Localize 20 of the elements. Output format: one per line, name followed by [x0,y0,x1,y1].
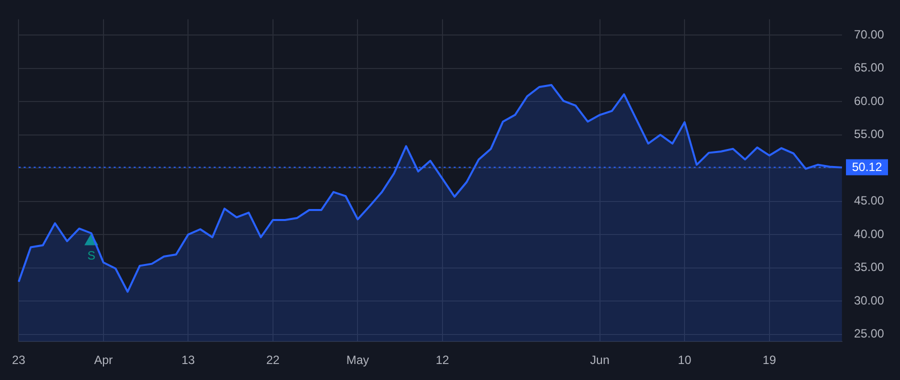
x-tick-label: 12 [436,353,450,368]
x-tick-label: May [346,353,370,368]
y-tick-label: 65.00 [854,60,884,75]
x-tick-label: Apr [94,353,113,368]
x-tick-label: 23 [12,353,26,368]
y-tick-label: 30.00 [854,293,884,308]
y-tick-label: 35.00 [854,260,884,274]
y-tick-label: 70.00 [854,27,884,42]
x-tick-label: 10 [678,353,692,368]
y-tick-label: 25.00 [854,326,884,341]
x-tick-label: 22 [266,353,280,368]
x-tick-label: 19 [762,353,776,368]
ref-line-label: 50.12 [852,160,882,174]
y-tick-label: 55.00 [854,127,884,142]
x-tick-label: Jun [590,353,610,368]
y-tick-label: 40.00 [854,226,884,241]
x-tick-label: 13 [181,353,196,368]
y-tick-label: 45.00 [854,194,884,208]
annotation: S [87,248,96,263]
y-tick-label: 60.00 [854,94,884,108]
